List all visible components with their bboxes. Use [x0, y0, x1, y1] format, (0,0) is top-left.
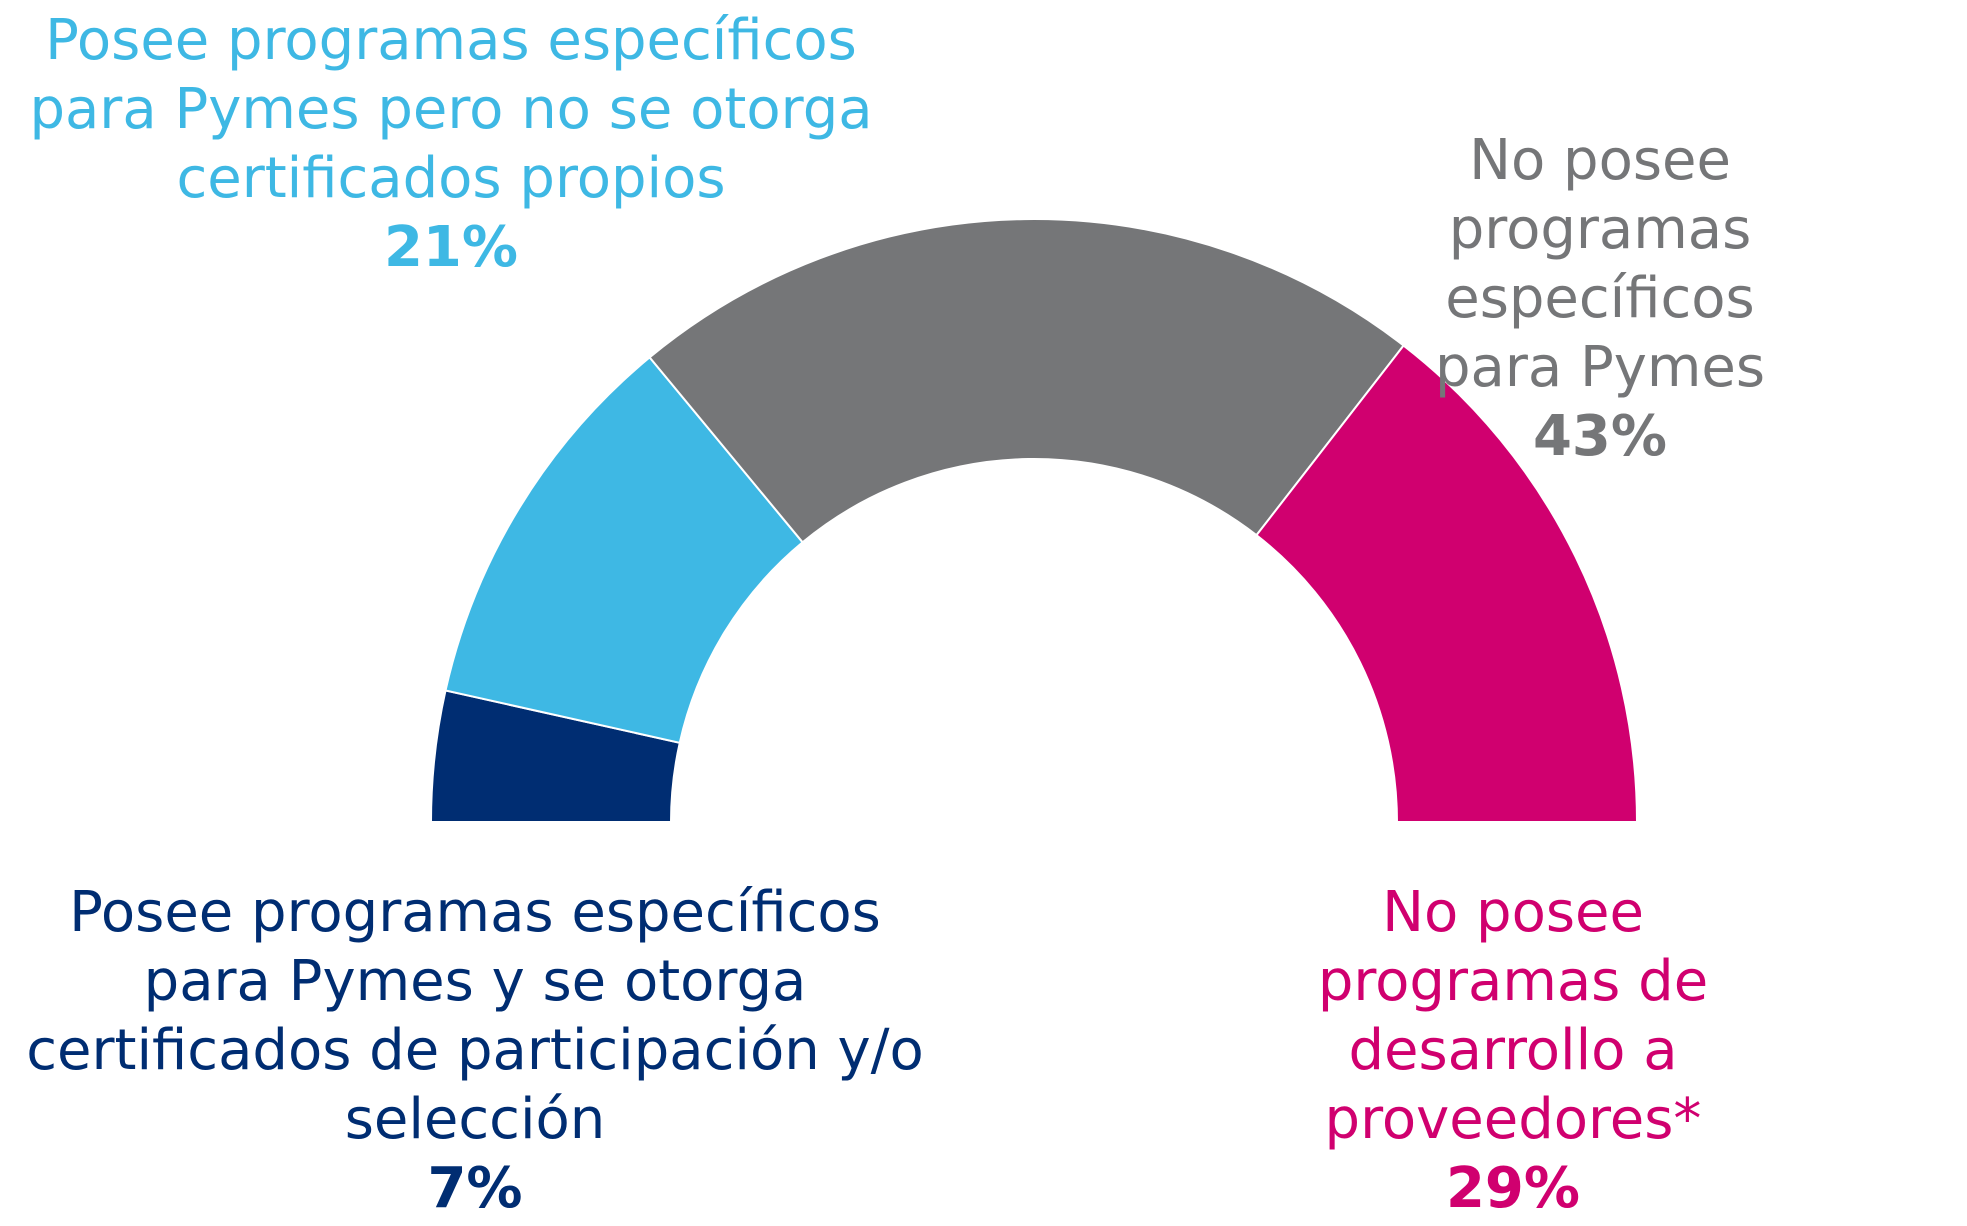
category-label: Posee programas específicos para Pymes y… [26, 880, 924, 1152]
category-label: No posee programas de desarrollo a prove… [1317, 880, 1709, 1152]
category-label: Posee programas específicos para Pymes p… [29, 8, 873, 211]
value-label: 21% [383, 215, 519, 280]
segment-label: No posee programas específicos para Pyme… [1417, 126, 1784, 471]
value-label: 43% [1532, 404, 1668, 469]
value-label: 7% [427, 1156, 523, 1221]
segment-label: Posee programas específicos para Pymes y… [26, 878, 924, 1223]
segment-label: Posee programas específicos para Pymes p… [29, 6, 872, 282]
segment-label: No posee programas de desarrollo a prove… [1286, 878, 1740, 1223]
segment [648, 218, 1405, 544]
category-label: No posee programas específicos para Pyme… [1434, 128, 1766, 400]
value-label: 29% [1445, 1156, 1581, 1221]
segment [1255, 344, 1639, 823]
